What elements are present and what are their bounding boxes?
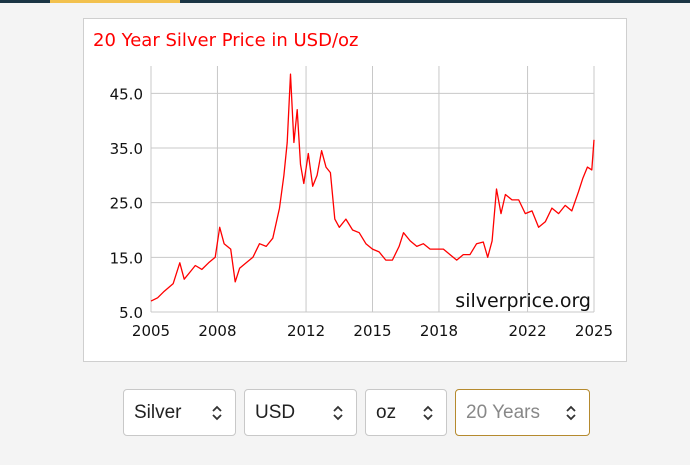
metal-select[interactable]: Silver bbox=[123, 389, 236, 436]
x-tick-label: 2025 bbox=[575, 322, 613, 340]
x-tick-label: 2015 bbox=[353, 322, 391, 340]
unit-select[interactable]: oz bbox=[365, 389, 447, 436]
chevron-up-down-icon bbox=[333, 405, 343, 420]
metal-select-value: Silver bbox=[134, 401, 182, 423]
chevron-up-down-icon bbox=[212, 405, 222, 420]
price-chart: 20 Year Silver Price in USD/oz 2005 2008 2… bbox=[93, 30, 613, 340]
period-select[interactable]: 20 Years bbox=[455, 389, 590, 436]
top-bar-accent bbox=[50, 0, 180, 3]
x-tick-label: 2022 bbox=[508, 322, 546, 340]
y-tick-label: 15.0 bbox=[110, 249, 143, 267]
chart-controls: Silver USD oz 20 Years bbox=[0, 389, 690, 438]
watermark-text: silverprice.org bbox=[455, 290, 591, 312]
x-tick-label: 2005 bbox=[132, 322, 170, 340]
unit-select-value: oz bbox=[376, 401, 397, 423]
series-line bbox=[150, 73, 595, 302]
x-tick-label: 2012 bbox=[287, 322, 325, 340]
chevron-up-down-icon bbox=[423, 405, 433, 420]
y-tick-label: 5.0 bbox=[119, 304, 143, 322]
y-tick-label: 35.0 bbox=[110, 140, 143, 158]
chart-title: 20 Year Silver Price in USD/oz bbox=[93, 30, 358, 51]
top-bar bbox=[0, 0, 690, 3]
x-tick-label: 2018 bbox=[420, 322, 458, 340]
currency-select[interactable]: USD bbox=[244, 389, 357, 436]
y-tick-label: 45.0 bbox=[110, 85, 143, 103]
chart-card: 20 Year Silver Price in USD/oz 2005 2008 2… bbox=[83, 18, 627, 362]
chevron-up-down-icon bbox=[566, 405, 576, 420]
period-select-value: 20 Years bbox=[466, 401, 540, 423]
y-tick-label: 25.0 bbox=[110, 195, 143, 213]
currency-select-value: USD bbox=[255, 401, 296, 423]
x-tick-label: 2008 bbox=[198, 322, 236, 340]
